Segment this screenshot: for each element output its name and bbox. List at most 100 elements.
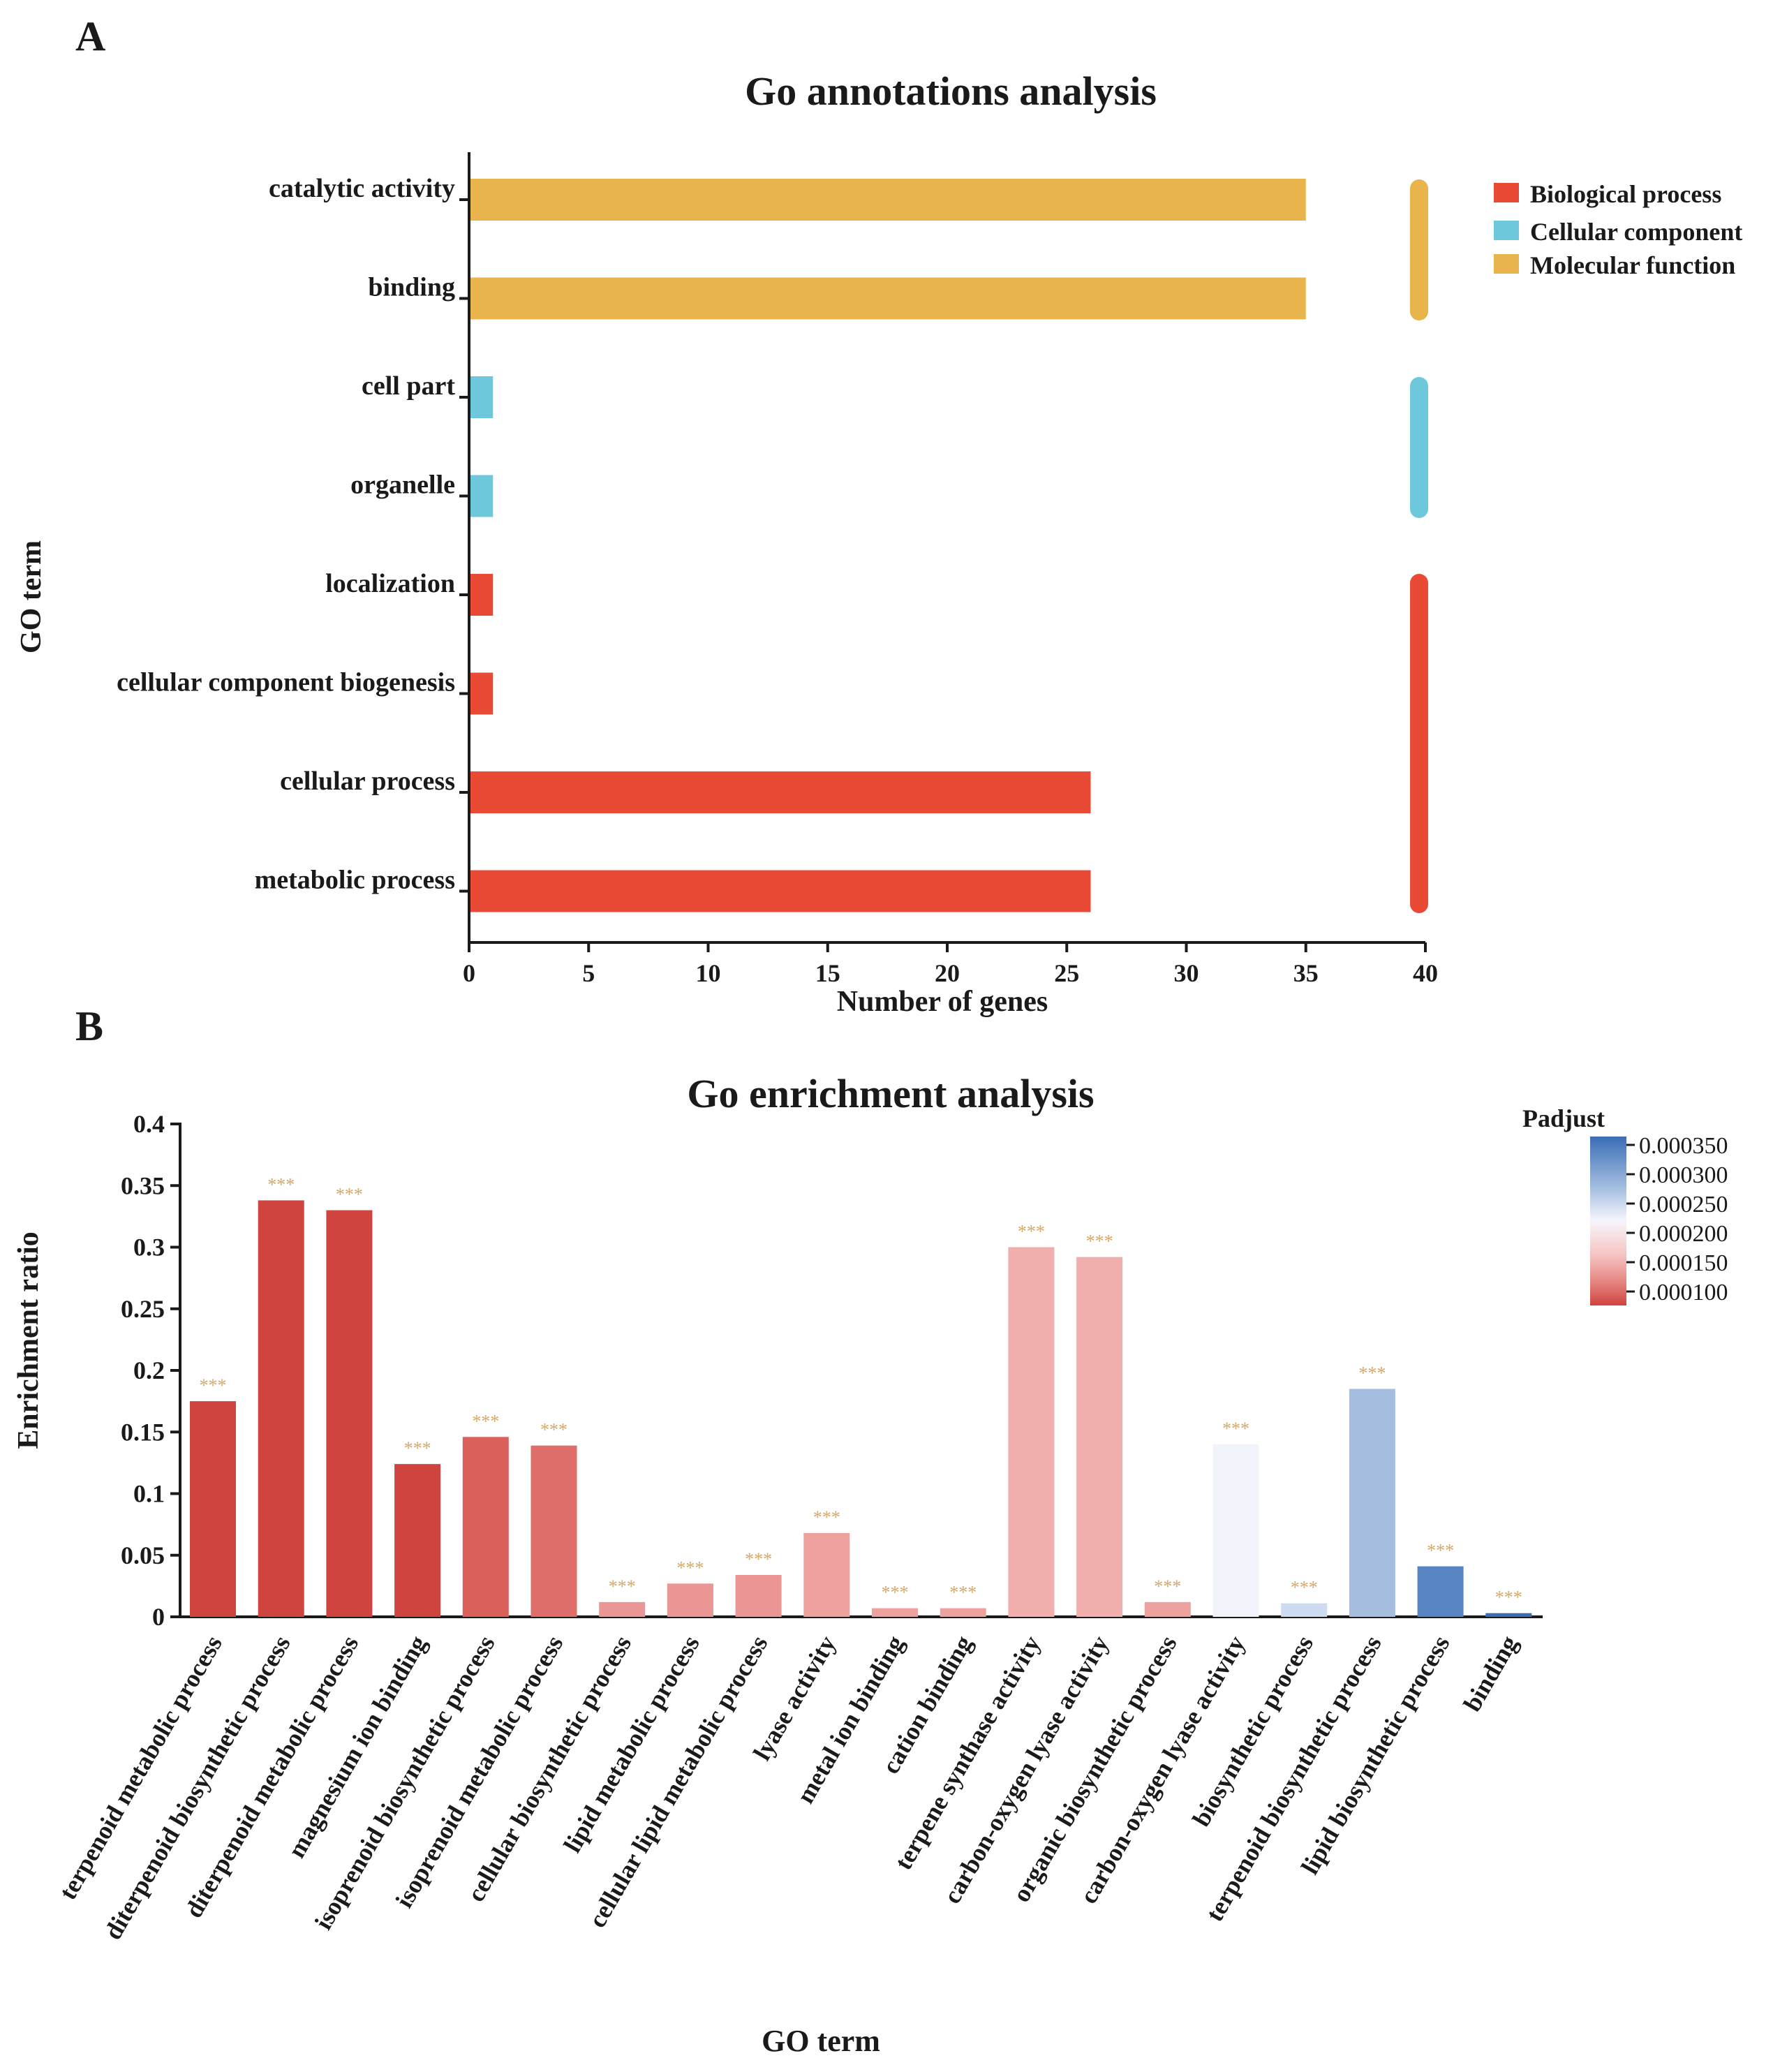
colorbar-tick-label-2: 0.000250 (1639, 1192, 1728, 1218)
y-tick-label-0-35: 0.35 (121, 1171, 165, 1199)
bar-7-lipid-metabolic-process (667, 1583, 713, 1617)
category-label-cell-part: cell part (362, 371, 455, 401)
panel-a: A Go annotations analysis GO term Number… (15, 13, 1742, 1018)
significance-marker-18: *** (1427, 1541, 1454, 1561)
y-tick-label-0-2: 0.2 (133, 1356, 165, 1384)
bar-13-carbon-oxygen-lyase-activity (1076, 1257, 1123, 1617)
bar-18-lipid-biosynthetic-process (1417, 1566, 1464, 1617)
bar-3-magnesium-ion-binding (394, 1464, 441, 1617)
significance-marker-3: *** (404, 1438, 431, 1458)
y-tick-label-0-15: 0.15 (121, 1418, 165, 1446)
significance-marker-8: *** (745, 1549, 772, 1569)
bar-9-lyase-activity (803, 1532, 850, 1617)
category-label-19-binding: binding (1458, 1631, 1524, 1716)
x-tick-label-35: 35 (1293, 959, 1319, 987)
bar-5-isoprenoid-metabolic-process (531, 1445, 577, 1617)
significance-marker-14: *** (1154, 1576, 1181, 1597)
panel-a-ylabel: GO term (15, 540, 47, 653)
panel-a-title: Go annotations analysis (745, 68, 1157, 114)
significance-marker-11: *** (949, 1583, 977, 1603)
legend-label-cellular-component: Cellular component (1530, 218, 1742, 246)
x-tick-label-15: 15 (815, 959, 840, 987)
bar-16-biosynthetic-process (1281, 1603, 1328, 1617)
category-label-catalytic-activity: catalytic activity (269, 174, 455, 203)
bar-localization (470, 574, 494, 616)
legend-swatch-molecular-function (1494, 254, 1519, 274)
bar-1-diterpenoid-biosynthetic-process (258, 1200, 304, 1617)
category-label-cellular-process: cellular process (280, 767, 455, 796)
y-tick-label-0-4: 0.4 (133, 1110, 165, 1138)
x-tick-label-25: 25 (1054, 959, 1079, 987)
bracket-cellular-component (1410, 377, 1428, 518)
panel-a-x-ticks: 0 5 10 15 20 25 30 35 40 (463, 942, 1438, 987)
bar-2-diterpenoid-metabolic-process (326, 1210, 373, 1617)
bar-cellular-process (470, 771, 1091, 813)
panel-a-bars (470, 179, 1306, 912)
panel-b-significance-markers: *** *** *** *** *** *** *** *** *** *** *** *** *** *… (200, 1174, 1522, 1607)
bar-15-carbon-oxygen-lyase-activity (1212, 1444, 1259, 1617)
category-label-16-biosynthetic-process: biosynthetic process (1187, 1631, 1319, 1831)
panel-a-label: A (75, 13, 105, 59)
significance-marker-19: *** (1495, 1588, 1522, 1608)
legend-label-biological-process: Biological process (1530, 180, 1721, 208)
category-label-binding: binding (368, 273, 455, 302)
panel-b-bars (190, 1200, 1532, 1617)
significance-marker-13: *** (1086, 1231, 1113, 1252)
category-label-organelle: organelle (350, 471, 455, 500)
significance-marker-1: *** (267, 1174, 295, 1194)
y-tick-label-0-1: 0.1 (133, 1480, 165, 1508)
colorbar-tick-label-0: 0.000350 (1639, 1133, 1728, 1159)
bar-11-cation-binding (940, 1608, 986, 1617)
bar-4-isoprenoid-biosynthetic-process (462, 1437, 509, 1617)
y-tick-label-0-25: 0.25 (121, 1295, 165, 1323)
bar-12-terpene-synthase-activity (1008, 1247, 1055, 1617)
significance-marker-9: *** (813, 1507, 840, 1527)
significance-marker-6: *** (609, 1576, 636, 1597)
panel-b-colorbar: Padjust 0.000350 0.000300 0.000250 0.000200… (1522, 1104, 1728, 1305)
bar-0-terpenoid-metabolic-process (190, 1401, 236, 1617)
colorbar-tick-label-4: 0.000150 (1639, 1250, 1728, 1276)
legend-label-molecular-function: Molecular function (1530, 251, 1735, 279)
bar-organelle (470, 475, 494, 517)
panel-a-xlabel: Number of genes (837, 986, 1048, 1018)
bar-14-organic-biosynthetic-process (1144, 1601, 1191, 1617)
y-tick-label-0: 0 (152, 1603, 165, 1631)
x-tick-label-40: 40 (1413, 959, 1438, 987)
panel-b-y-ticks: 0 0.05 0.1 0.15 0.2 0.25 0.3 0.35 0.4 (121, 1110, 180, 1631)
panel-b: B Go enrichment analysis Enrichment rati… (13, 1003, 1728, 2058)
x-tick-label-0: 0 (463, 959, 475, 987)
panel-a-category-labels: catalytic activity binding cell part organe… (117, 174, 469, 895)
legend-swatch-biological-process (1494, 183, 1519, 202)
x-tick-label-10: 10 (696, 959, 721, 987)
significance-marker-5: *** (540, 1420, 567, 1440)
bar-cell-part (470, 376, 494, 418)
bar-6-cellular-biosynthetic-process (599, 1601, 646, 1617)
x-tick-label-30: 30 (1174, 959, 1199, 987)
x-tick-label-5: 5 (582, 959, 595, 987)
significance-marker-2: *** (336, 1185, 363, 1205)
colorbar-gradient (1590, 1137, 1626, 1305)
significance-marker-7: *** (676, 1557, 704, 1578)
category-label-cellular-component-biogenesis: cellular component biogenesis (117, 668, 455, 697)
bar-catalytic-activity (470, 179, 1306, 221)
bar-cellular-component-biogenesis (470, 672, 494, 715)
category-label-metabolic-process: metabolic process (255, 866, 455, 895)
colorbar-tick-label-1: 0.000300 (1639, 1162, 1728, 1188)
significance-marker-15: *** (1222, 1419, 1249, 1439)
category-label-localization: localization (325, 569, 455, 598)
bar-metabolic-process (470, 870, 1091, 912)
panel-b-title: Go enrichment analysis (687, 1071, 1094, 1116)
x-tick-label-20: 20 (935, 959, 960, 987)
bar-8-cellular-lipid-metabolic-process (735, 1574, 782, 1617)
y-tick-label-0-3: 0.3 (133, 1234, 165, 1261)
bar-17-terpenoid-biosynthetic-process (1349, 1389, 1395, 1617)
colorbar-tick-label-5: 0.000100 (1639, 1280, 1728, 1305)
colorbar-tick-label-3: 0.000200 (1639, 1221, 1728, 1247)
significance-marker-10: *** (882, 1583, 909, 1603)
significance-marker-16: *** (1291, 1578, 1318, 1598)
bracket-molecular-function (1410, 179, 1428, 320)
panel-b-xlabel: GO term (762, 2024, 880, 2058)
panel-a-legend: Biological process Cellular component Mo… (1494, 180, 1742, 279)
